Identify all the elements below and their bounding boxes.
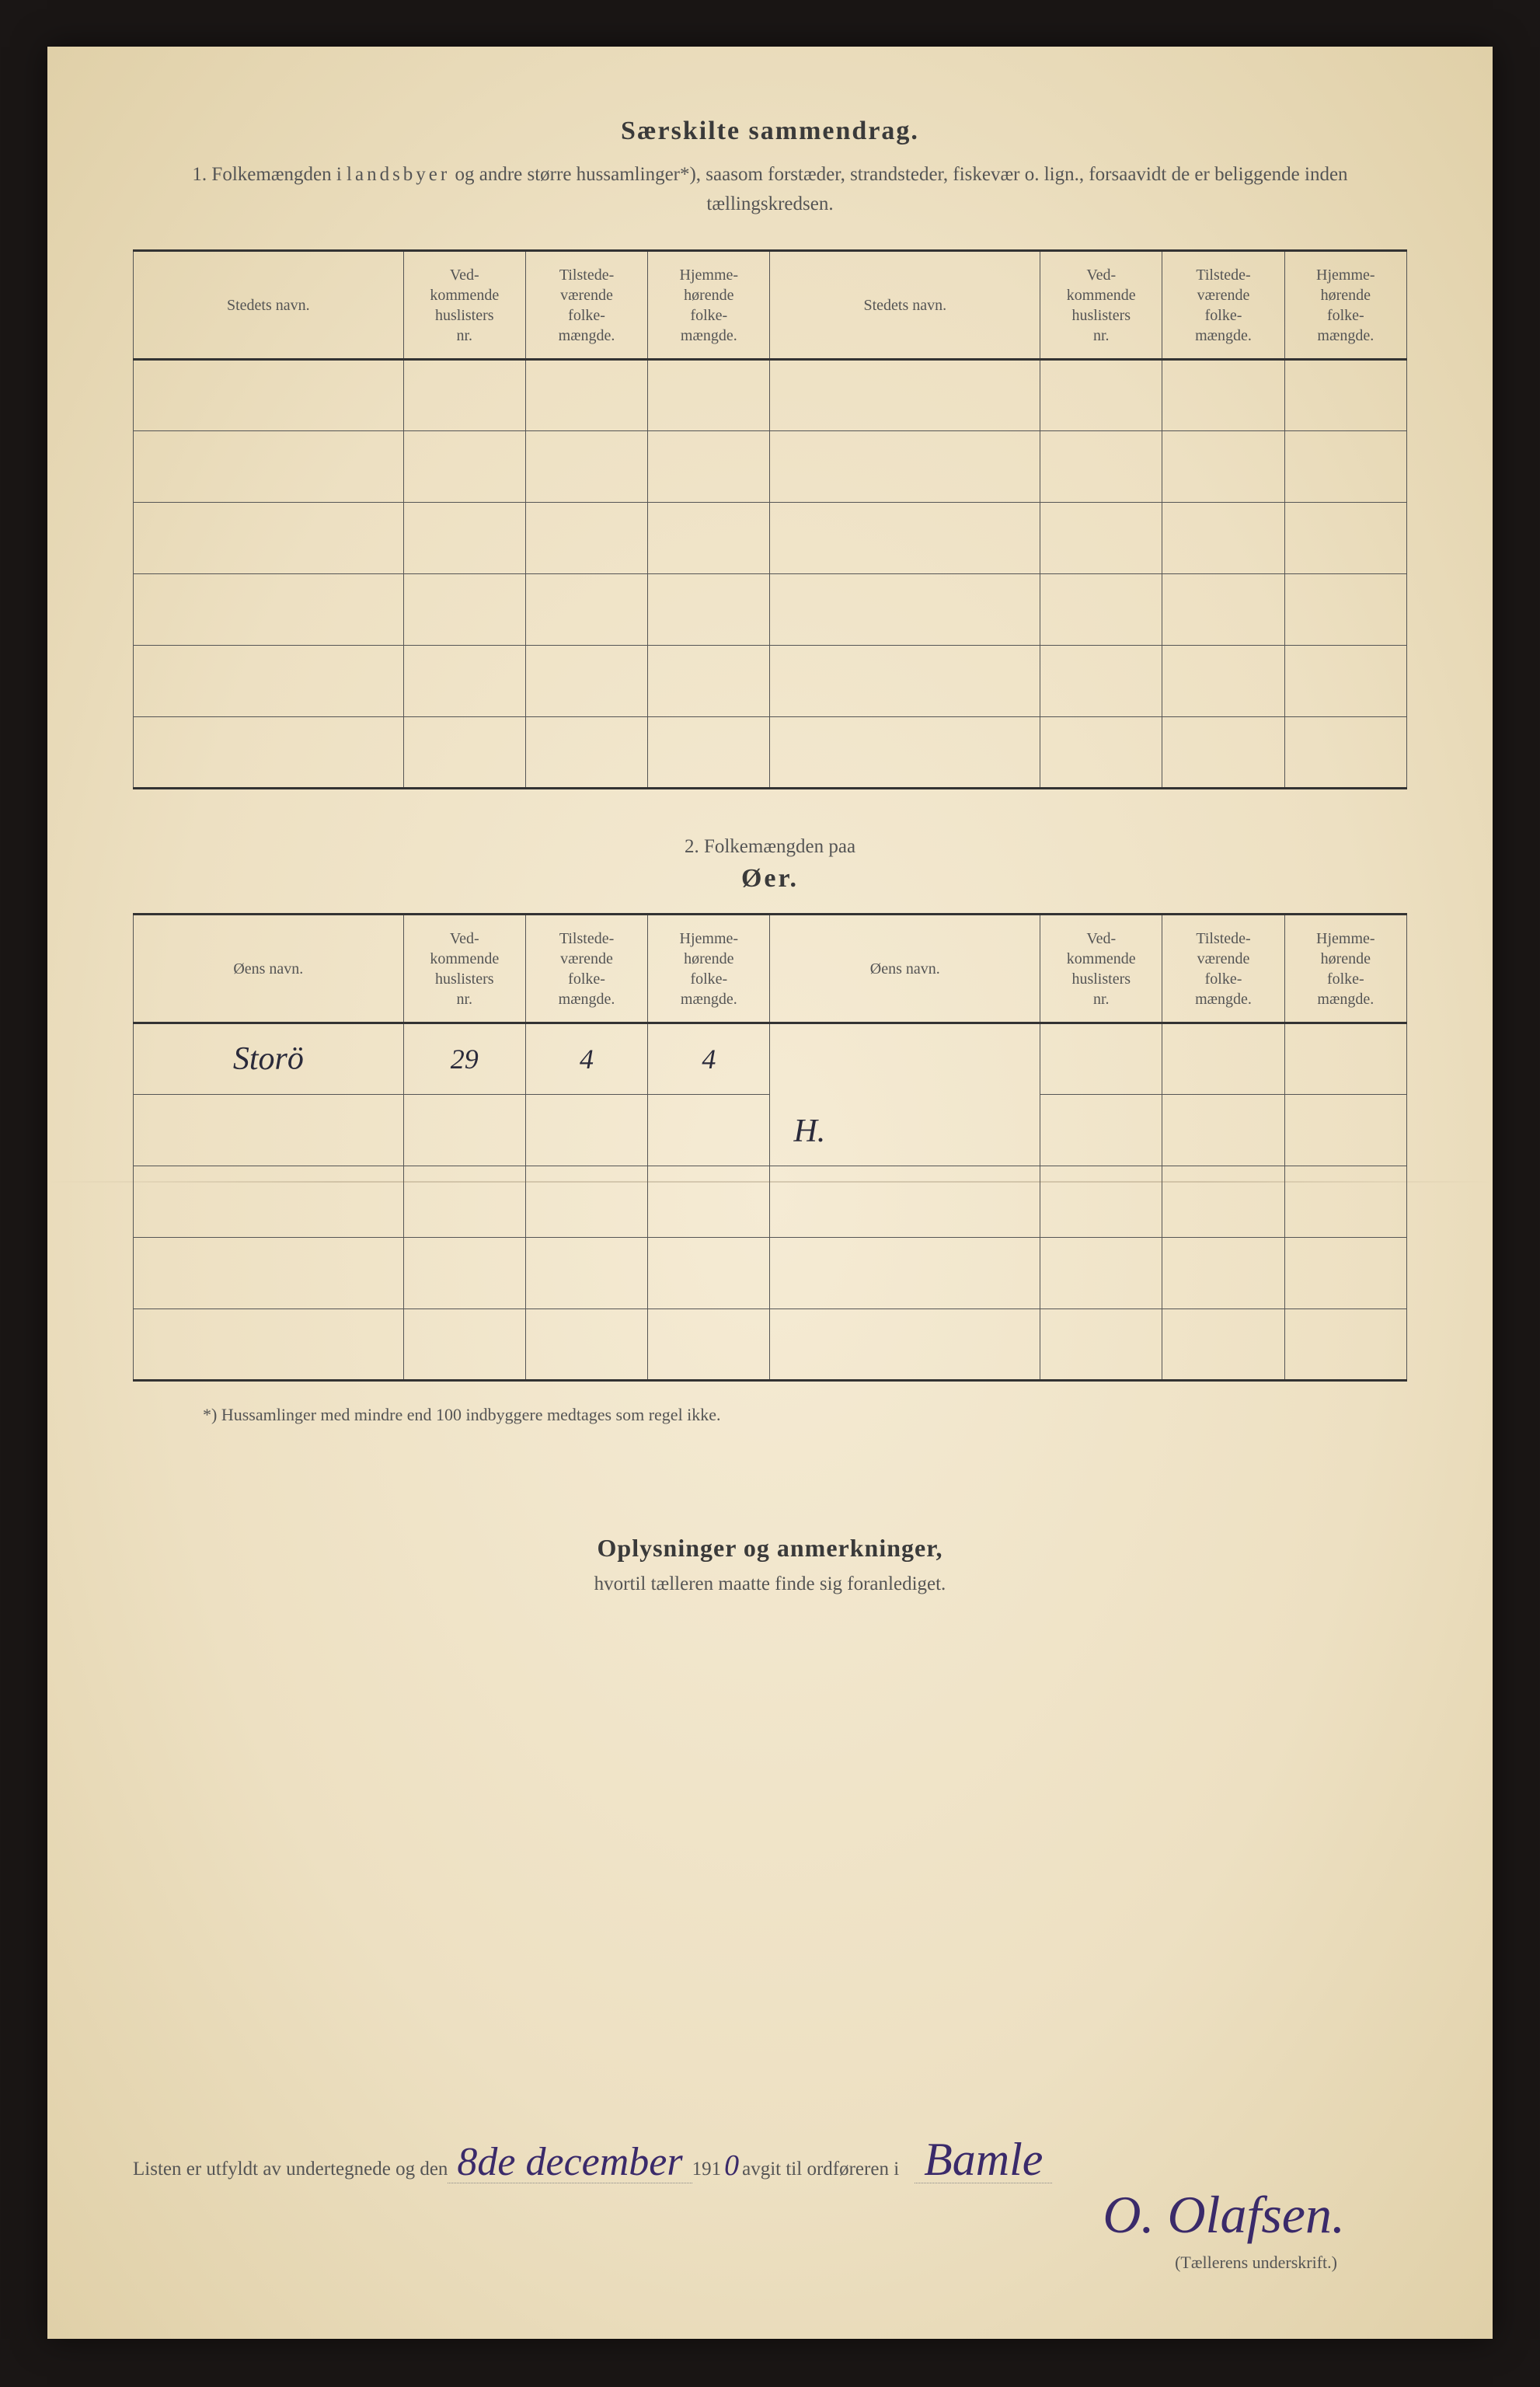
t2-r1-name2: H.: [770, 1023, 1040, 1166]
paper-fold: [47, 1181, 1493, 1183]
col-oens-navn-2: Øens navn.: [770, 915, 1040, 1023]
handwritten-h: H.: [793, 1113, 825, 1149]
section1-intro: 1. Folkemængden i landsbyer og andre stø…: [133, 160, 1407, 218]
oer-heading: Øer.: [133, 864, 1407, 894]
table1-body: [134, 360, 1407, 789]
table-landsbyer: Stedets navn. Ved- kommende huslisters n…: [133, 249, 1407, 789]
sig-date: 8de december: [448, 2142, 692, 2183]
col-hjemme-4: Hjemme- hørende folke- mængde.: [1284, 915, 1406, 1023]
col-huslisters-nr-2: Ved- kommende huslisters nr.: [1040, 251, 1162, 360]
sig-prefix: Listen er utfyldt av undertegnede og den: [133, 2159, 448, 2180]
col-hjemme-3: Hjemme- hørende folke- mængde.: [648, 915, 770, 1023]
main-title: Særskilte sammendrag.: [133, 117, 1407, 146]
footnote: *) Hussamlinger med mindre end 100 indby…: [203, 1405, 1407, 1425]
col-hjemme-2: Hjemme- hørende folke- mængde.: [1284, 251, 1406, 360]
handwritten-tilst: 4: [580, 1044, 594, 1075]
t2-r1-name: Storö: [134, 1023, 404, 1095]
col-huslisters-nr-1: Ved- kommende huslisters nr.: [403, 251, 525, 360]
section2-title: 2. Folkemængden paa: [133, 836, 1407, 858]
intro-prefix: 1. Folkemængden i: [192, 164, 347, 185]
col-tilstede-2: Tilstede- værende folke- mængde.: [1162, 251, 1284, 360]
col-huslisters-nr-4: Ved- kommende huslisters nr.: [1040, 915, 1162, 1023]
signer-name: O. Olafsen.: [1103, 2184, 1345, 2246]
handwritten-hjem: 4: [702, 1044, 716, 1075]
census-form-page: Særskilte sammendrag. 1. Folkemængden i …: [47, 47, 1493, 2339]
col-huslisters-nr-3: Ved- kommende huslisters nr.: [403, 915, 525, 1023]
t2-r1-tilst: 4: [525, 1023, 647, 1095]
col-tilstede-1: Tilstede- værende folke- mængde.: [525, 251, 647, 360]
sig-year-prefix: 191: [692, 2159, 722, 2180]
table2-body: Storö 29 4 4 H.: [134, 1023, 1407, 1381]
t2-r1-hjem: 4: [648, 1023, 770, 1095]
handwritten-name: Storö: [233, 1041, 304, 1077]
oplysninger-title: Oplysninger og anmerkninger,: [133, 1534, 1407, 1563]
col-tilstede-3: Tilstede- værende folke- mængde.: [525, 915, 647, 1023]
sig-year-hand: 0: [721, 2151, 742, 2180]
signer-caption: (Tællerens underskrift.): [1175, 2253, 1337, 2273]
col-stedets-navn-2: Stedets navn.: [770, 251, 1040, 360]
col-stedets-navn-1: Stedets navn.: [134, 251, 404, 360]
intro-suffix: og andre større hussamlinger*), saasom f…: [450, 164, 1347, 214]
sig-place: Bamle: [915, 2136, 1052, 2183]
signature-line: Listen er utfyldt av undertegnede og den…: [133, 2136, 1407, 2183]
sig-mid: avgit til ordføreren i: [742, 2159, 899, 2180]
t2-r1-nr: 29: [403, 1023, 525, 1095]
table-oer: Øens navn. Ved- kommende huslisters nr. …: [133, 913, 1407, 1382]
oplysninger-sub: hvortil tælleren maatte finde sig foranl…: [133, 1573, 1407, 1595]
intro-spaced: landsbyer: [347, 164, 450, 185]
handwritten-nr: 29: [451, 1044, 479, 1075]
col-hjemme-1: Hjemme- hørende folke- mængde.: [648, 251, 770, 360]
col-oens-navn-1: Øens navn.: [134, 915, 404, 1023]
col-tilstede-4: Tilstede- værende folke- mængde.: [1162, 915, 1284, 1023]
